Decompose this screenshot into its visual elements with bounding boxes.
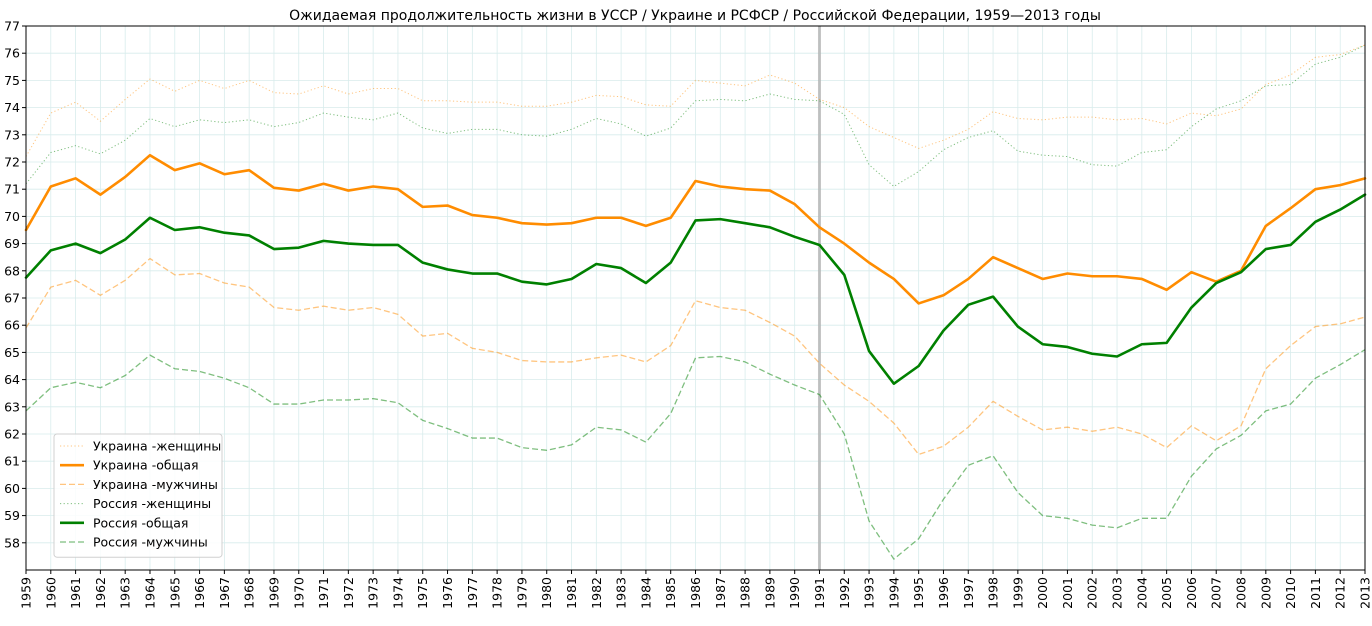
y-tick-label: 60 [4, 481, 20, 496]
legend-label: Украина -женщины [93, 439, 221, 454]
x-axis: 1959 1960 1961 1962 1963 1964 1965 1966 1967 1968… [19, 570, 1372, 609]
x-tick-label: 1977 [465, 577, 480, 609]
x-tick-label: 2008 [1234, 577, 1249, 609]
x-tick-label: 2000 [1035, 577, 1050, 609]
x-tick-label: 2012 [1333, 577, 1348, 609]
x-tick-label: 1985 [663, 577, 678, 609]
x-tick-label: 1999 [1010, 577, 1025, 609]
x-tick-label: 1986 [688, 577, 703, 609]
y-tick-label: 70 [4, 209, 20, 224]
legend-label: Украина -общая [93, 458, 199, 473]
x-tick-label: 2010 [1283, 577, 1298, 609]
y-tick-label: 59 [4, 508, 20, 523]
x-tick-label: 2007 [1209, 577, 1224, 609]
x-tick-label: 1971 [316, 577, 331, 609]
x-tick-label: 1959 [19, 577, 34, 609]
x-tick-label: 1996 [936, 577, 951, 609]
x-tick-label: 1997 [961, 577, 976, 609]
legend-label: Россия -мужчины [93, 535, 208, 550]
y-tick-label: 58 [4, 535, 20, 550]
chart-title: Ожидаемая продолжительность жизни в УССР… [289, 8, 1101, 24]
x-tick-label: 1964 [142, 577, 157, 609]
x-tick-label: 1984 [638, 577, 653, 609]
x-tick-label: 2009 [1258, 577, 1273, 609]
x-tick-label: 1976 [440, 577, 455, 609]
x-tick-label: 1966 [192, 577, 207, 609]
y-tick-label: 75 [4, 73, 20, 88]
x-tick-label: 2001 [1060, 577, 1075, 609]
x-tick-label: 1987 [713, 577, 728, 609]
y-tick-label: 64 [4, 372, 20, 387]
x-tick-label: 1991 [812, 577, 827, 609]
x-tick-label: 2004 [1134, 577, 1149, 609]
x-tick-label: 1998 [986, 577, 1001, 609]
y-tick-label: 62 [4, 427, 20, 442]
y-tick-label: 74 [4, 100, 20, 115]
legend-label: Украина -мужчины [93, 477, 218, 492]
x-tick-label: 2011 [1308, 577, 1323, 609]
x-tick-label: 1978 [490, 577, 505, 609]
grid-lines [26, 26, 1365, 570]
legend-label: Россия -общая [93, 515, 188, 530]
y-tick-label: 73 [4, 127, 20, 142]
x-tick-label: 1995 [911, 577, 926, 609]
x-tick-label: 2002 [1085, 577, 1100, 609]
x-tick-label: 1970 [291, 577, 306, 609]
x-tick-label: 1975 [415, 577, 430, 609]
x-tick-label: 1992 [837, 577, 852, 609]
x-tick-label: 1969 [266, 577, 281, 609]
legend: Украина -женщины Украина -общая Украина -м… [54, 434, 222, 557]
y-tick-label: 69 [4, 236, 20, 251]
y-tick-label: 61 [4, 454, 20, 469]
x-tick-label: 1990 [787, 577, 802, 609]
y-tick-label: 68 [4, 263, 20, 278]
x-tick-label: 1982 [589, 577, 604, 609]
x-tick-label: 1980 [539, 577, 554, 609]
x-tick-label: 2006 [1184, 577, 1199, 609]
x-tick-label: 1979 [514, 577, 529, 609]
y-tick-label: 67 [4, 291, 20, 306]
y-tick-label: 71 [4, 182, 20, 197]
x-tick-label: 1993 [862, 577, 877, 609]
x-tick-label: 1988 [738, 577, 753, 609]
x-tick-label: 1962 [93, 577, 108, 609]
x-tick-label: 2003 [1110, 577, 1125, 609]
x-tick-label: 1983 [614, 577, 629, 609]
y-tick-label: 72 [4, 155, 20, 170]
x-tick-label: 1967 [217, 577, 232, 609]
y-tick-label: 63 [4, 399, 20, 414]
x-tick-label: 1965 [167, 577, 182, 609]
x-tick-label: 1972 [341, 577, 356, 609]
x-tick-label: 1961 [68, 577, 83, 609]
x-tick-label: 1960 [43, 577, 58, 609]
x-tick-label: 1974 [390, 577, 405, 609]
x-tick-label: 1981 [564, 577, 579, 609]
y-tick-label: 76 [4, 46, 20, 61]
x-tick-label: 2005 [1159, 577, 1174, 609]
x-tick-label: 1994 [886, 577, 901, 609]
y-axis: 58 59 60 61 62 63 64 65 66 67 68 69 70 71 72 73 74 75 76 77 [4, 19, 26, 551]
y-tick-label: 66 [4, 318, 20, 333]
x-tick-label: 1968 [242, 577, 257, 609]
x-tick-label: 1973 [366, 577, 381, 609]
x-tick-label: 2013 [1358, 577, 1372, 609]
y-tick-label: 65 [4, 345, 20, 360]
x-tick-label: 1963 [118, 577, 133, 609]
y-tick-label: 77 [4, 19, 20, 34]
legend-label: Россия -женщины [93, 496, 211, 511]
x-tick-label: 1989 [762, 577, 777, 609]
